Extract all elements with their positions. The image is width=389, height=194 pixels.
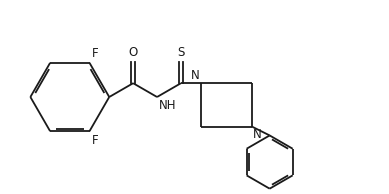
Text: F: F	[91, 134, 98, 147]
Text: O: O	[128, 46, 138, 59]
Text: S: S	[177, 46, 185, 59]
Text: NH: NH	[159, 99, 177, 112]
Text: N: N	[191, 69, 200, 82]
Text: F: F	[91, 47, 98, 60]
Text: N: N	[253, 128, 262, 141]
